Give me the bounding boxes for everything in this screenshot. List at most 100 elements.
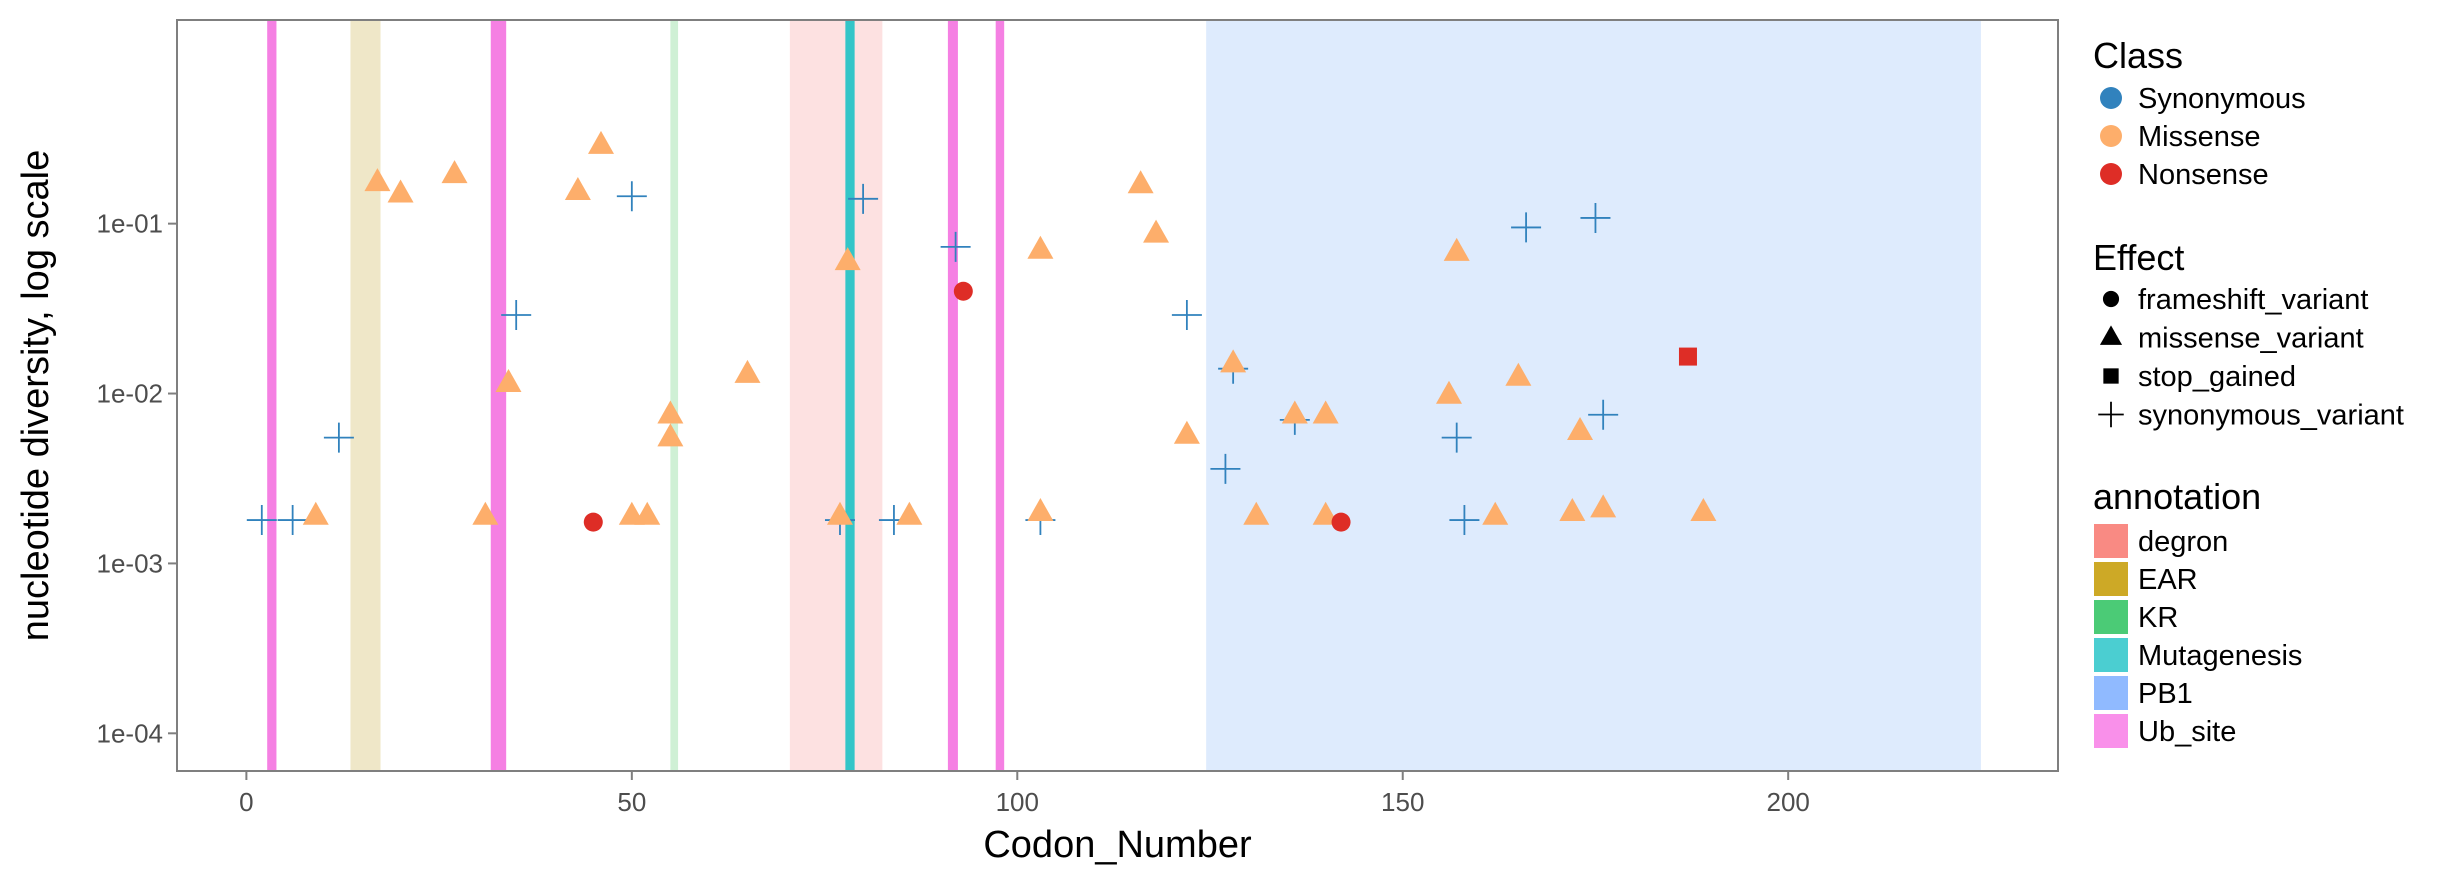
data-point-missense	[1482, 501, 1509, 525]
annotation-region-ub-site	[947, 20, 958, 771]
data-point-missense	[896, 501, 923, 525]
legend-key-ear	[2094, 562, 2128, 596]
legend-label-synonymous: Synonymous	[2138, 83, 2306, 115]
data-point-missense	[1559, 498, 1586, 522]
data-point-synonymous	[246, 505, 277, 536]
x-tick-label: 150	[1381, 787, 1424, 817]
legend-key-pb1	[2094, 676, 2128, 710]
legend-key-kr	[2094, 600, 2128, 634]
data-point-missense	[1590, 494, 1617, 518]
legend-key-stop-gained	[2103, 368, 2119, 384]
data-point-missense	[1505, 362, 1532, 386]
annotation-region-pb1	[1206, 20, 1981, 771]
legend-key-missense-variant	[2099, 325, 2123, 345]
data-point-synonymous	[940, 231, 971, 262]
data-point-missense	[1127, 170, 1154, 194]
data-point-missense	[1312, 400, 1339, 424]
y-axis-title: nucleotide diversity, log scale	[15, 150, 57, 641]
legend-label-kr: KR	[2138, 602, 2178, 634]
legend-key-nonsense	[2100, 163, 2122, 185]
data-point-synonymous	[1449, 505, 1480, 536]
x-axis-title: Codon_Number	[983, 824, 1252, 866]
data-point-synonymous	[848, 183, 879, 214]
legend-key-synonymous-variant	[2098, 401, 2124, 428]
data-point-synonymous	[1441, 422, 1472, 453]
data-point-nonsense	[1678, 347, 1697, 366]
annotation-region-ub-site	[267, 20, 277, 771]
x-tick-label: 200	[1766, 787, 1809, 817]
data-point-synonymous	[501, 299, 532, 330]
data-point-synonymous	[323, 422, 354, 453]
x-axis: 0 50 100 150 200	[239, 771, 1810, 817]
annotation-region-ear	[350, 20, 381, 771]
annotation-region-kr	[670, 20, 679, 771]
data-point-missense	[302, 501, 329, 525]
y-tick-label: 1e-03	[97, 548, 164, 578]
data-point-synonymous	[277, 505, 308, 536]
data-point-synonymous	[1511, 212, 1542, 243]
data-point-missense	[1435, 380, 1462, 404]
legend-label-ub-site: Ub_site	[2138, 716, 2236, 748]
legend-label-frameshift-variant: frameshift_variant	[2138, 284, 2369, 316]
legend-label-stop-gained: stop_gained	[2138, 361, 2296, 393]
data-point-missense	[1027, 235, 1054, 259]
data-point-missense	[1143, 219, 1170, 243]
data-point-missense	[734, 359, 761, 383]
data-point-nonsense	[953, 281, 973, 301]
plot-panel-border	[176, 19, 2059, 772]
data-point-missense	[1281, 400, 1308, 424]
data-point-synonymous	[1210, 453, 1241, 484]
legend-key-frameshift-variant	[2102, 290, 2120, 308]
legend-label-pb1: PB1	[2138, 678, 2193, 710]
legend-title-class: Class	[2093, 35, 2183, 76]
legend-label-nonsense: Nonsense	[2138, 159, 2269, 191]
y-tick-label: 1e-04	[97, 718, 164, 748]
data-point-synonymous	[1580, 202, 1611, 233]
legend-title-effect: Effect	[2093, 237, 2184, 278]
legend-label-ear: EAR	[2138, 564, 2198, 596]
annotation-region-mutagenesis	[845, 20, 855, 771]
data-point-missense	[634, 501, 661, 525]
data-point-missense	[834, 247, 861, 271]
legend-key-ub-site	[2094, 714, 2128, 748]
x-tick-label: 50	[617, 787, 646, 817]
legend-title-annotation: annotation	[2093, 476, 2261, 517]
legend-key-degron	[2094, 524, 2128, 558]
data-points	[246, 130, 1717, 536]
data-point-missense	[564, 177, 591, 201]
legend-label-missense-variant: missense_variant	[2138, 323, 2364, 355]
data-point-missense	[657, 423, 684, 447]
data-point-synonymous	[1171, 299, 1202, 330]
data-point-missense	[587, 130, 614, 154]
legend-label-degron: degron	[2138, 526, 2228, 558]
data-point-missense	[1220, 349, 1247, 373]
data-point-missense	[472, 501, 499, 525]
legend-label-missense: Missense	[2138, 121, 2261, 153]
legend-label-synonymous-variant: synonymous_variant	[2138, 400, 2404, 432]
data-point-synonymous	[1588, 399, 1619, 430]
annotation-regions	[267, 20, 1981, 771]
data-point-missense	[387, 179, 414, 203]
data-point-missense	[1567, 416, 1594, 440]
data-point-synonymous	[616, 181, 647, 212]
legend: Class Synonymous Missense Nonsense Effect fra…	[2093, 35, 2404, 748]
annotation-region-ub-site	[995, 20, 1005, 771]
data-point-missense	[364, 168, 391, 192]
data-point-nonsense	[1331, 512, 1351, 532]
annotation-region-degron	[789, 20, 883, 771]
data-point-missense	[1027, 498, 1054, 522]
data-point-missense	[1443, 237, 1470, 261]
x-tick-label: 0	[239, 787, 253, 817]
y-tick-label: 1e-01	[97, 209, 164, 239]
data-point-missense	[441, 160, 468, 184]
data-point-missense	[1690, 498, 1717, 522]
data-point-missense	[657, 400, 684, 424]
legend-key-synonymous	[2100, 87, 2122, 109]
data-point-missense	[1243, 501, 1270, 525]
legend-key-mutagenesis	[2094, 638, 2128, 672]
y-tick-label: 1e-02	[97, 379, 164, 409]
data-point-missense	[495, 368, 522, 392]
data-point-missense	[826, 501, 853, 525]
y-axis: 1e-04 1e-03 1e-02 1e-01	[97, 209, 177, 748]
